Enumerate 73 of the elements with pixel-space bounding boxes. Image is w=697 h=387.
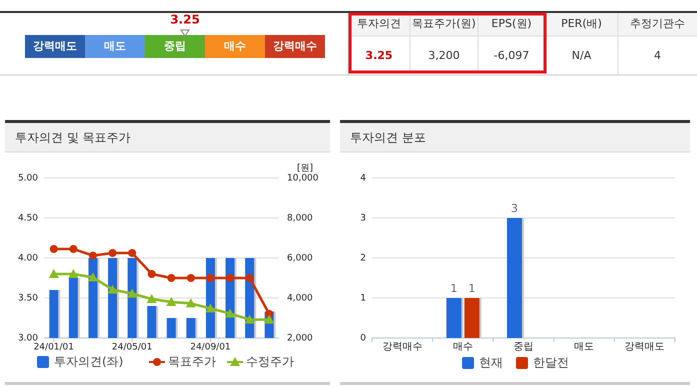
legend-label: 투자의견(좌) <box>54 354 124 368</box>
point <box>205 303 216 312</box>
x-tick-label: 24/09/01 <box>190 342 231 352</box>
y-tick-label: 1 <box>360 293 366 304</box>
text: 3.25 <box>170 12 200 26</box>
point <box>148 270 156 278</box>
y2-tick-label: 8,000 <box>287 213 314 224</box>
category-label: 매수 <box>224 40 246 53</box>
point <box>186 298 196 308</box>
category-label: 중립 <box>164 40 186 53</box>
chart-title: 투자의견 및 목표주가 <box>15 130 131 144</box>
y-tick-label: 3.50 <box>18 293 38 304</box>
legend-label: 수정주가 <box>246 354 294 368</box>
x-tick-label: 강력매수 <box>382 342 422 353</box>
x-tick-label: 24/05/01 <box>112 342 152 352</box>
category-label: 투자의견 <box>357 17 401 30</box>
legend-label: 목표주가 <box>168 354 216 368</box>
legend-label: 한달전 <box>533 355 569 370</box>
point <box>167 274 176 282</box>
point <box>225 308 236 318</box>
y-tick-label: 4.00 <box>18 253 38 264</box>
chart-title: 투자의견 분포 <box>350 130 426 144</box>
category-label: 강력매도 <box>33 40 77 53</box>
x-tick-label: 매수 <box>452 342 473 353</box>
y-tick-label: 4.50 <box>18 213 38 224</box>
x-tick-label: 중립 <box>514 342 534 353</box>
point <box>246 274 254 282</box>
y2-tick-label: 2,000 <box>287 333 314 344</box>
data-label: 1 <box>468 282 476 296</box>
text: N/A <box>572 49 592 62</box>
x-tick-label: 강력매도 <box>624 342 665 353</box>
category-label: PER(배) <box>561 17 602 30</box>
point <box>226 274 234 282</box>
point <box>264 314 274 324</box>
point <box>50 245 58 253</box>
y2-tick-label: 10,000 <box>287 173 319 184</box>
point <box>48 269 59 278</box>
category-label: 매도 <box>104 40 126 53</box>
point <box>206 274 214 282</box>
category-label: 강력매수 <box>273 40 317 53</box>
point <box>146 294 157 303</box>
category-label: 추정기관수 <box>630 17 685 30</box>
point <box>88 272 98 282</box>
data-label: 1 <box>450 282 458 296</box>
x-tick-label: 매도 <box>574 342 594 353</box>
y2-axis-title: [원] <box>296 163 313 174</box>
text: -6,097 <box>494 49 530 62</box>
point <box>186 274 195 282</box>
point <box>69 245 78 253</box>
y2-tick-label: 4,000 <box>287 293 314 304</box>
y-tick-label: 0 <box>360 333 366 344</box>
text: 4 <box>654 49 661 62</box>
y-tick-label: 5.00 <box>18 173 38 184</box>
point <box>68 269 78 278</box>
point <box>108 249 117 257</box>
text: 3.25 <box>365 49 393 62</box>
x-tick-label: 24/01/01 <box>34 342 74 352</box>
point <box>166 297 176 306</box>
y-tick-label: 4 <box>360 173 366 184</box>
point <box>128 249 136 257</box>
y-tick-label: 3.00 <box>18 333 38 344</box>
legend-label: 현재 <box>479 355 503 370</box>
point <box>88 252 97 260</box>
point <box>127 288 138 298</box>
y-tick-label: 2 <box>360 253 366 264</box>
point <box>108 284 118 294</box>
category-label: 목표주가(원) <box>412 17 476 30</box>
point <box>244 314 255 324</box>
text: 3,200 <box>428 49 460 62</box>
y-tick-label: 3 <box>360 213 366 224</box>
category-label: EPS(원) <box>491 17 532 30</box>
data-label: 3 <box>511 202 518 216</box>
y2-tick-label: 6,000 <box>287 253 314 264</box>
